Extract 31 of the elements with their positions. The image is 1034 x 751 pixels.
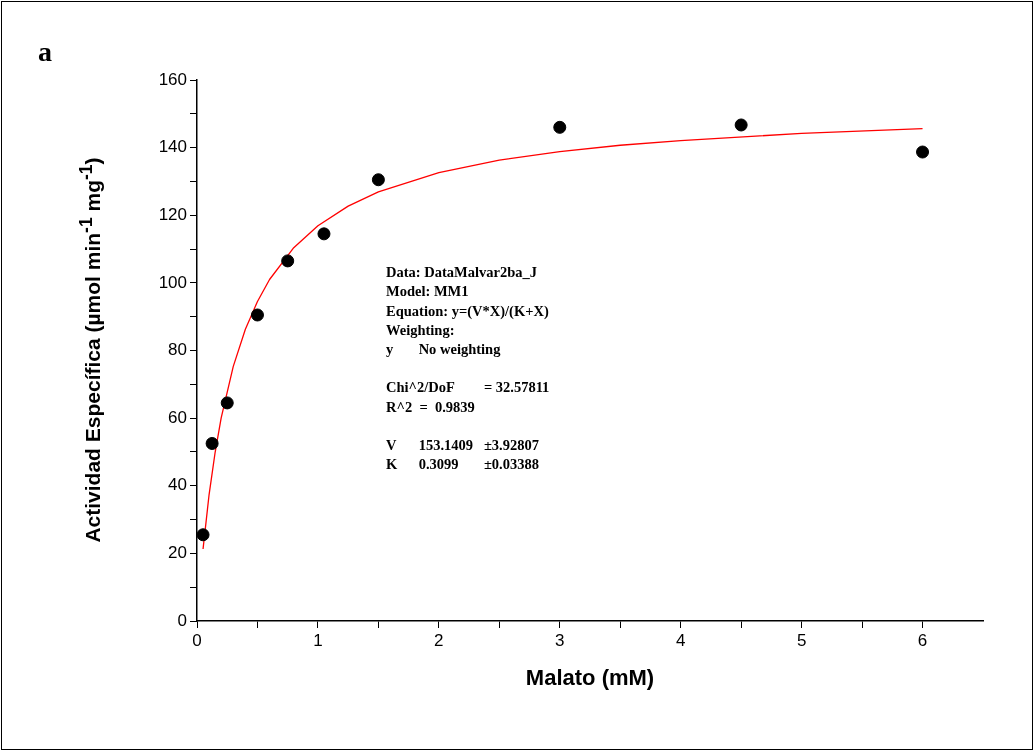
- y-tick-label: 120: [158, 204, 187, 224]
- annotation: Data: DataMalvar2ba_J Model: MM1 Equation: y=(V*X)/(K+X) Weighting: y No weighting: [386, 263, 550, 360]
- x-tick-label: 2: [434, 630, 444, 650]
- x-axis-title: Malato (mM): [525, 664, 655, 690]
- point: [281, 254, 295, 268]
- y-tick-label: 0: [177, 610, 187, 630]
- point: [197, 528, 210, 542]
- annotation: V 153.1409 ±3.92807 K 0.3099 ±0.03388: [386, 436, 540, 475]
- annotation: Chi^2/DoF = 32.57811 R^2 = 0.9839: [386, 378, 550, 417]
- x-tick-label: 1: [313, 630, 323, 650]
- y-tick-label: 100: [158, 272, 187, 292]
- x-tick-label: 0: [192, 630, 202, 650]
- point: [317, 227, 331, 241]
- point: [734, 118, 748, 132]
- point: [205, 436, 219, 450]
- text: a: [38, 36, 52, 68]
- point: [371, 173, 385, 187]
- point: [553, 120, 567, 134]
- x-tick-label: 3: [555, 630, 565, 650]
- point: [916, 145, 930, 159]
- x-tick-label: 6: [917, 630, 928, 650]
- y-tick-label: 20: [168, 543, 187, 563]
- y-tick-label: 60: [168, 407, 187, 427]
- point: [220, 396, 234, 410]
- x-tick-label: 4: [675, 630, 686, 650]
- y-tick-label: 160: [158, 69, 187, 89]
- y-tick-label: 40: [168, 475, 187, 495]
- point: [250, 308, 264, 322]
- y-tick-label: 80: [168, 340, 187, 360]
- y-tick-label: 140: [158, 137, 187, 157]
- x-tick-label: 5: [796, 630, 807, 650]
